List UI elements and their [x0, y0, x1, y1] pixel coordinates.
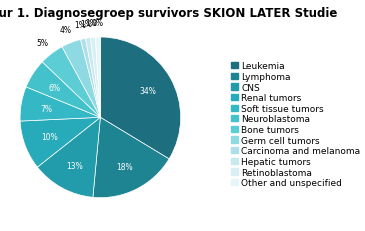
Wedge shape — [20, 118, 100, 167]
Text: Figuur 1. Diagnosegroep survivors SKION LATER Studie: Figuur 1. Diagnosegroep survivors SKION … — [0, 7, 337, 20]
Wedge shape — [20, 88, 100, 122]
Wedge shape — [37, 118, 100, 198]
Text: 10%: 10% — [41, 132, 58, 141]
Wedge shape — [81, 39, 100, 118]
Text: 5%: 5% — [37, 38, 49, 47]
Text: 13%: 13% — [66, 161, 83, 170]
Text: 1%: 1% — [86, 19, 97, 28]
Text: 6%: 6% — [49, 84, 61, 93]
Text: 1%: 1% — [74, 21, 86, 30]
Legend: Leukemia, Lymphoma, CNS, Renal tumors, Soft tissue tumors, Neuroblastoma, Bone t: Leukemia, Lymphoma, CNS, Renal tumors, S… — [231, 62, 361, 187]
Text: 18%: 18% — [117, 162, 133, 171]
Text: 34%: 34% — [139, 87, 156, 96]
Text: 0%: 0% — [91, 19, 103, 28]
Wedge shape — [100, 38, 181, 159]
Wedge shape — [93, 118, 169, 198]
Wedge shape — [62, 40, 100, 118]
Text: 1%: 1% — [80, 20, 92, 29]
Text: 7%: 7% — [41, 104, 53, 113]
Text: 4%: 4% — [60, 25, 72, 34]
Wedge shape — [85, 39, 100, 118]
Wedge shape — [95, 38, 100, 118]
Wedge shape — [26, 63, 100, 118]
Wedge shape — [42, 48, 100, 118]
Wedge shape — [91, 38, 100, 118]
